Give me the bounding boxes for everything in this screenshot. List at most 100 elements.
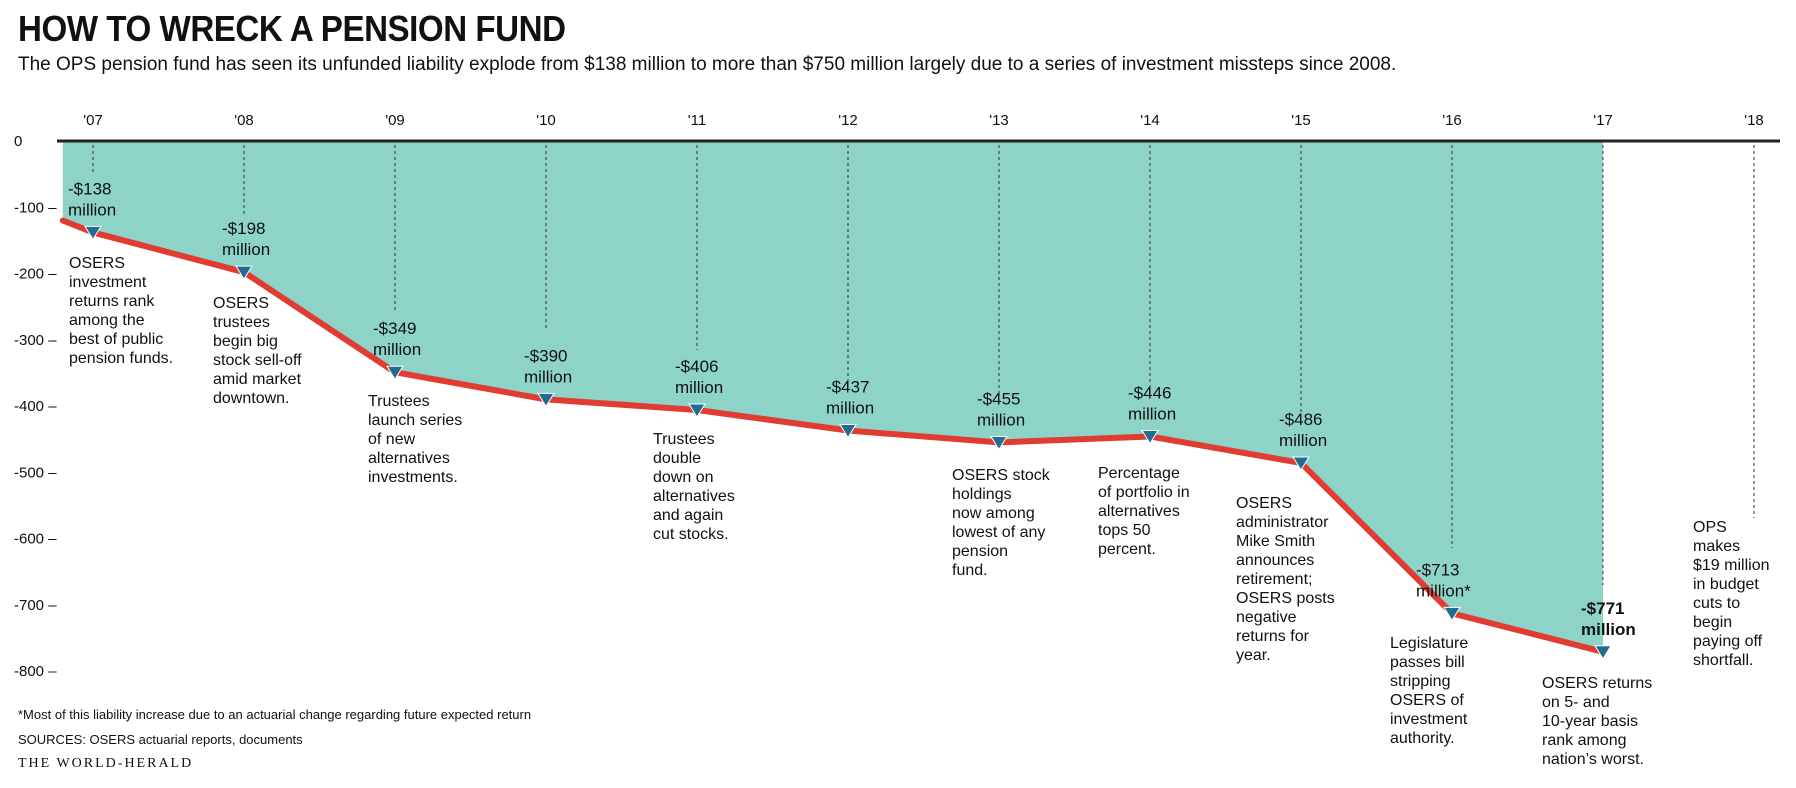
annotation-line: alternatives <box>368 450 450 467</box>
annotation-line: investments. <box>368 469 458 486</box>
annotation-line: OSERS posts <box>1236 590 1335 607</box>
annotation-line: of portfolio in <box>1098 484 1190 501</box>
x-tick-label: '16 <box>1442 112 1462 129</box>
sources-note: SOURCES: OSERS actuarial reports, docume… <box>18 732 303 747</box>
footnote: *Most of this liability increase due to … <box>18 707 532 722</box>
data-label: million* <box>1416 581 1471 600</box>
annotation-line: fund. <box>952 562 988 579</box>
data-label: -$437 <box>826 378 869 397</box>
annotation-line: shortfall. <box>1693 652 1753 669</box>
annotation-line: OPS <box>1693 519 1727 536</box>
chart-subtitle: The OPS pension fund has seen its unfund… <box>18 54 1397 75</box>
data-label: -$198 <box>222 219 265 238</box>
annotation-line: pension <box>952 543 1008 560</box>
data-point-marker <box>386 365 404 381</box>
annotation-line: administrator <box>1236 514 1329 531</box>
y-tick-label: -100 – <box>14 199 57 216</box>
annotation-line: begin <box>1693 614 1732 631</box>
data-label: million <box>1279 431 1327 450</box>
annotation-line: tops 50 <box>1098 522 1151 539</box>
data-label: -$406 <box>675 357 718 376</box>
chart-title: HOW TO WRECK A PENSION FUND <box>18 8 566 49</box>
x-tick-label: '09 <box>385 112 405 129</box>
annotation-line: investment <box>69 274 147 291</box>
annotation-line: OSERS stock <box>952 467 1051 484</box>
x-tick-label: '11 <box>688 112 706 129</box>
x-tick-label: '13 <box>989 112 1009 129</box>
data-point-marker <box>839 424 857 439</box>
annotation-line: returns for <box>1236 628 1310 645</box>
annotation-line: downtown. <box>213 390 290 407</box>
publisher-brand: THE WORLD-HERALD <box>18 756 194 771</box>
annotation-line: amid market <box>213 371 302 388</box>
x-tick-label: '07 <box>83 112 103 129</box>
annotation-line: alternatives <box>1098 503 1180 520</box>
annotation-line: Trustees <box>653 431 715 448</box>
data-label: million <box>68 200 116 219</box>
y-tick-label: 0 <box>14 133 22 150</box>
x-tick-label: '08 <box>234 112 254 129</box>
data-point-marker <box>1594 645 1612 660</box>
y-tick-label: -500 – <box>14 464 57 481</box>
y-tick-label: -300 – <box>14 332 57 349</box>
annotation-line: launch series <box>368 412 462 429</box>
annotation-line: now among <box>952 505 1035 522</box>
data-label: -$138 <box>68 179 111 198</box>
annotation-line: makes <box>1693 538 1740 555</box>
data-point-marker <box>1292 456 1310 471</box>
annotation-line: investment <box>1390 711 1468 728</box>
y-tick-label: -200 – <box>14 266 57 283</box>
annotation-line: alternatives <box>653 488 735 505</box>
annotation-line: returns rank <box>69 293 155 310</box>
annotation-line: best of public <box>69 331 163 348</box>
data-label: million <box>675 378 723 397</box>
x-tick-label: '12 <box>838 112 858 129</box>
annotation-line: and again <box>653 507 723 524</box>
annotation-line: begin big <box>213 333 278 350</box>
annotation-line: $19 million <box>1693 557 1769 574</box>
annotation-line: paying off <box>1693 633 1763 650</box>
annotation-line: lowest of any <box>952 524 1045 541</box>
data-point-marker <box>1141 429 1159 445</box>
annotation-line: trustees <box>213 314 270 331</box>
annotation-line: negative <box>1236 609 1297 626</box>
annotation-line: Percentage <box>1098 465 1180 482</box>
annotation-line: on 5- and <box>1542 694 1610 711</box>
annotation-line: passes bill <box>1390 654 1465 671</box>
annotation-line: OSERS <box>69 255 125 272</box>
data-label: -$713 <box>1416 560 1459 579</box>
annotation-line: holdings <box>952 486 1012 503</box>
annotation-line: in budget <box>1693 576 1759 593</box>
annotation-line: OSERS <box>1236 495 1292 512</box>
annotation-line: Legislature <box>1390 635 1468 652</box>
annotation-line: OSERS returns <box>1542 675 1652 692</box>
annotation-line: double <box>653 450 701 467</box>
data-point-marker <box>84 225 102 241</box>
data-label: million <box>222 240 270 259</box>
annotation-line: OSERS of <box>1390 692 1464 709</box>
annotation-line: retirement; <box>1236 571 1312 588</box>
annotation-line: rank among <box>1542 732 1627 749</box>
annotation-line: 10-year basis <box>1542 713 1638 730</box>
x-tick-label: '17 <box>1593 112 1613 129</box>
data-point-marker <box>537 392 555 408</box>
data-label: -$446 <box>1128 383 1171 402</box>
x-tick-label: '10 <box>536 112 556 129</box>
data-label: million <box>1581 620 1636 639</box>
data-point-marker <box>1443 606 1461 622</box>
y-tick-label: -800 – <box>14 663 57 680</box>
annotation-line: announces <box>1236 552 1314 569</box>
y-tick-label: -700 – <box>14 597 57 614</box>
annotation-line: percent. <box>1098 541 1156 558</box>
data-point-marker <box>990 435 1008 451</box>
annotation-line: cut stocks. <box>653 526 729 543</box>
annotation-line: stock sell-off <box>213 352 302 369</box>
x-tick-label: '18 <box>1744 112 1764 129</box>
data-label: million <box>826 399 874 418</box>
data-label: million <box>977 410 1025 429</box>
liability-area <box>62 141 1603 652</box>
data-label: -$771 <box>1581 599 1624 618</box>
data-label: -$455 <box>977 389 1020 408</box>
annotation-line: OSERS <box>213 295 269 312</box>
